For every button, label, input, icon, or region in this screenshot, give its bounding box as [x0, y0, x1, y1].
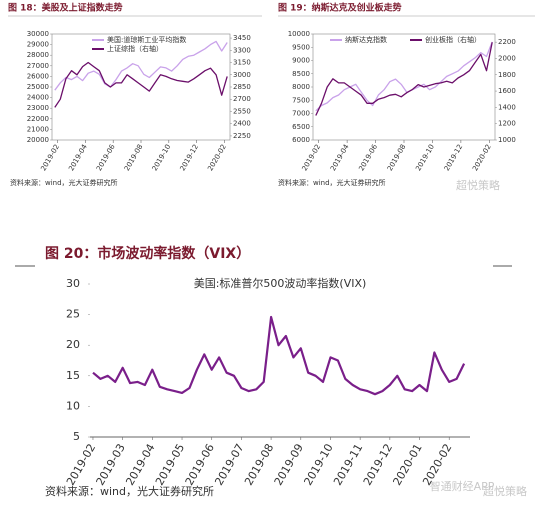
x-tick-label: 2020-02 [471, 143, 493, 172]
y-tick-label: 7000 [292, 110, 310, 118]
y-tick-label: 8000 [292, 83, 310, 91]
y-tick-label: 25 [66, 308, 80, 321]
y2-tick-label: 3150 [233, 59, 251, 67]
y2-tick-label: 2250 [233, 132, 251, 140]
legend-label: 美国:道琼斯工业平均指数 [107, 35, 186, 44]
y-tick-label: 24000 [27, 94, 49, 102]
legend-label: 上证综指（右轴） [107, 44, 163, 53]
y2-tick-label: 1000 [498, 136, 516, 144]
y-tick-label: 10 [66, 399, 80, 412]
y2-tick-label: 1400 [498, 103, 516, 111]
watermark: 超悦策略 [456, 178, 500, 192]
y2-tick-label: 2000 [498, 54, 516, 62]
y-tick-label: 6500 [292, 123, 310, 131]
y-tick-label: 28000 [27, 51, 49, 59]
y2-tick-label: 2850 [233, 83, 251, 91]
legend-label: 创业板指（右轴） [425, 35, 481, 44]
x-tick-label: 2019-08 [123, 143, 145, 172]
series-line [54, 40, 228, 91]
y-tick-label: 22000 [27, 115, 49, 123]
y-tick-label: 15 [66, 369, 80, 382]
legend-label: 美国:标准普尔500波动率指数(VIX) [194, 276, 367, 290]
x-tick-label: 2019-02 [39, 143, 61, 172]
y2-tick-label: 1800 [498, 71, 516, 79]
x-tick-label: 2019-10 [414, 143, 436, 172]
plot-frame [312, 33, 496, 141]
series-line [315, 42, 493, 116]
y2-tick-label: 2200 [498, 38, 516, 46]
y2-tick-label: 3300 [233, 46, 251, 54]
legend-label: 纳斯达克指数 [345, 35, 387, 44]
watermark: 超悦策略 [483, 484, 527, 498]
y-tick-label: 26000 [27, 72, 49, 80]
y-tick-label: 25000 [27, 83, 49, 91]
series-line [315, 41, 493, 112]
y2-tick-label: 3450 [233, 34, 251, 42]
y2-tick-label: 2700 [233, 95, 251, 103]
source-note: 资料来源：wind，光大证券研究所 [10, 178, 118, 187]
source-note: 资料来源：wind，光大证券研究所 [278, 178, 386, 187]
y-tick-label: 9500 [292, 43, 310, 51]
series-line [92, 315, 466, 396]
x-tick-label: 2019-12 [443, 143, 465, 172]
y2-tick-label: 2550 [233, 107, 251, 115]
y2-tick-label: 3000 [233, 71, 251, 79]
x-tick-label: 2019-04 [67, 143, 89, 173]
y-tick-label: 6000 [292, 136, 310, 144]
x-tick-label: 2019-02 [301, 143, 323, 172]
y-tick-label: 20 [66, 338, 80, 351]
y2-tick-label: 1600 [498, 87, 516, 95]
x-tick-label: 2019-10 [151, 143, 173, 172]
x-tick-label: 2019-12 [179, 143, 201, 172]
y-tick-label: 7500 [292, 96, 310, 104]
source-note: 资料来源：wind，光大证券研究所 [45, 484, 214, 498]
y2-tick-label: 2400 [233, 120, 251, 128]
y2-tick-label: 1200 [498, 120, 516, 128]
y-tick-label: 23000 [27, 104, 49, 112]
y-tick-label: 9000 [292, 57, 310, 65]
x-tick-label: 2019-04 [329, 143, 351, 173]
y-tick-label: 27000 [27, 62, 49, 70]
series-line [54, 61, 228, 108]
x-tick-label: 2020-02 [206, 143, 228, 172]
chart-title: 图 19：纳斯达克及创业板走势 [278, 2, 402, 14]
y-tick-label: 30 [66, 277, 80, 290]
y-tick-label: 5 [73, 430, 80, 443]
y-tick-label: 10000 [288, 30, 310, 38]
x-tick-label: 2019-06 [95, 143, 117, 173]
chart-title: 图 20：市场波动率指数（VIX） [45, 245, 250, 262]
y-tick-label: 20000 [27, 136, 49, 144]
watermark: 智通财经APP [430, 479, 495, 493]
chart-title: 图 18：美股及上证指数走势 [8, 2, 123, 14]
y-tick-label: 29000 [27, 41, 49, 49]
y-tick-label: 30000 [27, 30, 49, 38]
x-tick-label: 2019-06 [357, 143, 379, 173]
x-tick-label: 2019-08 [386, 143, 408, 172]
y-tick-label: 21000 [27, 125, 49, 133]
y-tick-label: 8500 [292, 70, 310, 78]
